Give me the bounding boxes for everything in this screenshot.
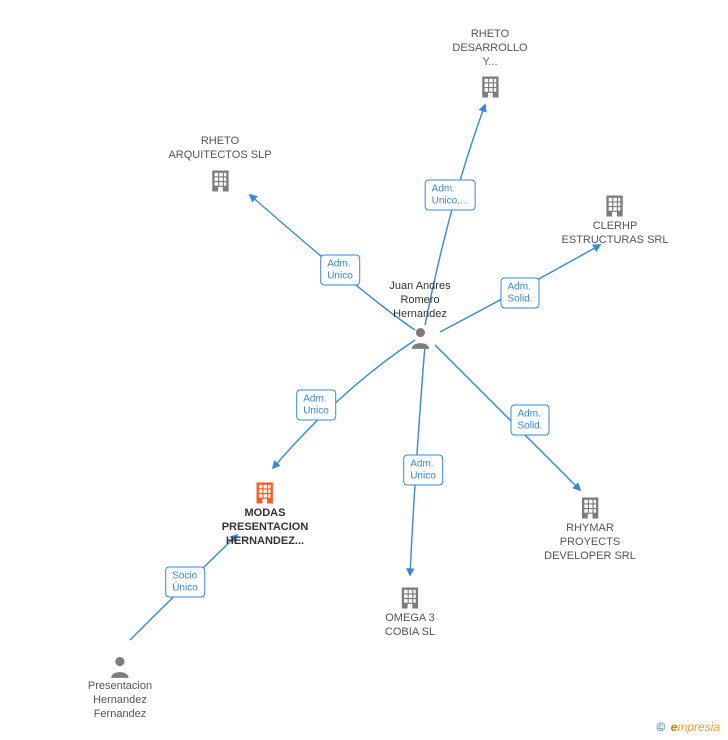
edge-label-line: Solid.	[517, 420, 542, 432]
edge-label-line: Unico	[303, 405, 329, 417]
edge-label-line: Adm.	[432, 184, 469, 196]
copyright: © empresia	[656, 720, 720, 734]
edge-label-line: Único	[172, 582, 198, 594]
edge-label-line: Adm.	[410, 459, 436, 471]
edge-label: Adm.Unico	[320, 255, 360, 286]
edge-label-line: Unico	[327, 270, 353, 282]
copyright-brand: mpresia	[677, 720, 720, 734]
network-graph	[0, 0, 728, 740]
edge-label: Adm.Solid.	[500, 278, 539, 309]
edge-label-line: Solid.	[507, 293, 532, 305]
edge-label: Adm.Unico	[296, 390, 336, 421]
edge-label-line: Unico	[410, 470, 436, 482]
edge-label-line: Socio	[172, 571, 198, 583]
edge-label: Adm.Unico	[403, 455, 443, 486]
edge-label: SocioÚnico	[165, 567, 205, 598]
network-edge	[435, 345, 580, 490]
network-edge	[273, 340, 415, 468]
copyright-symbol: ©	[656, 720, 665, 734]
edge-label-line: Adm.	[517, 409, 542, 421]
edge-label-line: Unico,...	[432, 195, 469, 207]
edge-label-line: Adm.	[327, 259, 353, 271]
edge-label: Adm.Solid.	[510, 405, 549, 436]
edge-label: Adm.Unico,...	[425, 180, 476, 211]
edge-label-line: Adm.	[507, 282, 532, 294]
network-edge	[425, 105, 485, 325]
edge-label-line: Adm.	[303, 394, 329, 406]
